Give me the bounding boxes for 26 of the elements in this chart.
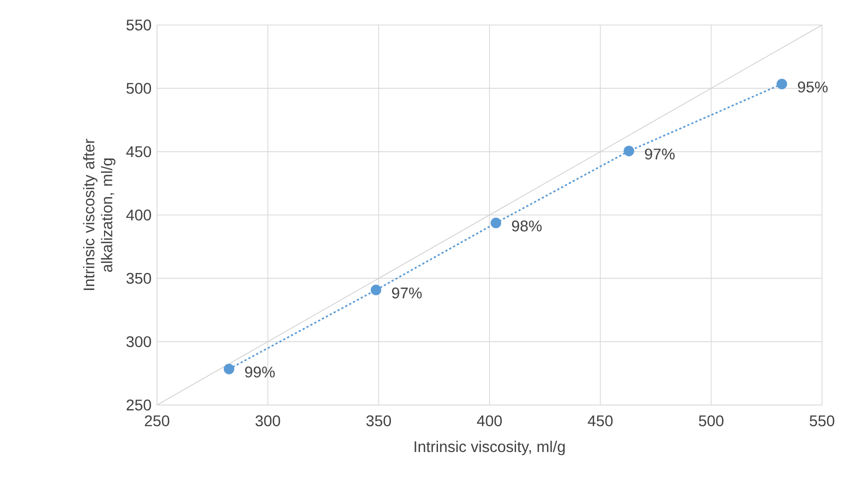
- x-tick-label: 300: [256, 415, 280, 426]
- x-tick-label: 350: [366, 415, 391, 426]
- x-tick-label: 450: [588, 415, 613, 426]
- y-tick-label: 550: [126, 20, 152, 30]
- y-tick-label: 450: [126, 146, 152, 158]
- point: [224, 364, 234, 374]
- annotation: 99%: [245, 366, 275, 378]
- x-tick-label: 500: [698, 415, 724, 426]
- point: [490, 218, 502, 228]
- point: [624, 146, 634, 156]
- annotation: 97%: [392, 288, 422, 298]
- x-axis-title: Intrinsic viscosity, ml/g: [414, 440, 565, 456]
- annotation: 97%: [645, 148, 675, 160]
- annotation: 98%: [512, 220, 542, 232]
- y-tick-label: 350: [126, 272, 152, 284]
- y-tick-label: 500: [126, 82, 152, 94]
- x-tick-label: 400: [476, 415, 502, 426]
- y-tick-label: 400: [126, 210, 152, 220]
- y-tick-label: 300: [126, 336, 152, 348]
- point: [370, 284, 382, 296]
- y-tick-label: 250: [126, 400, 152, 410]
- x-tick-label: 550: [810, 415, 834, 426]
- y-axis-title: Intrinsic viscosity after alkalization, ml/g: [83, 138, 116, 290]
- x-tick-label: 250: [144, 415, 170, 426]
- annotation: 95%: [798, 82, 828, 92]
- point: [776, 78, 788, 90]
